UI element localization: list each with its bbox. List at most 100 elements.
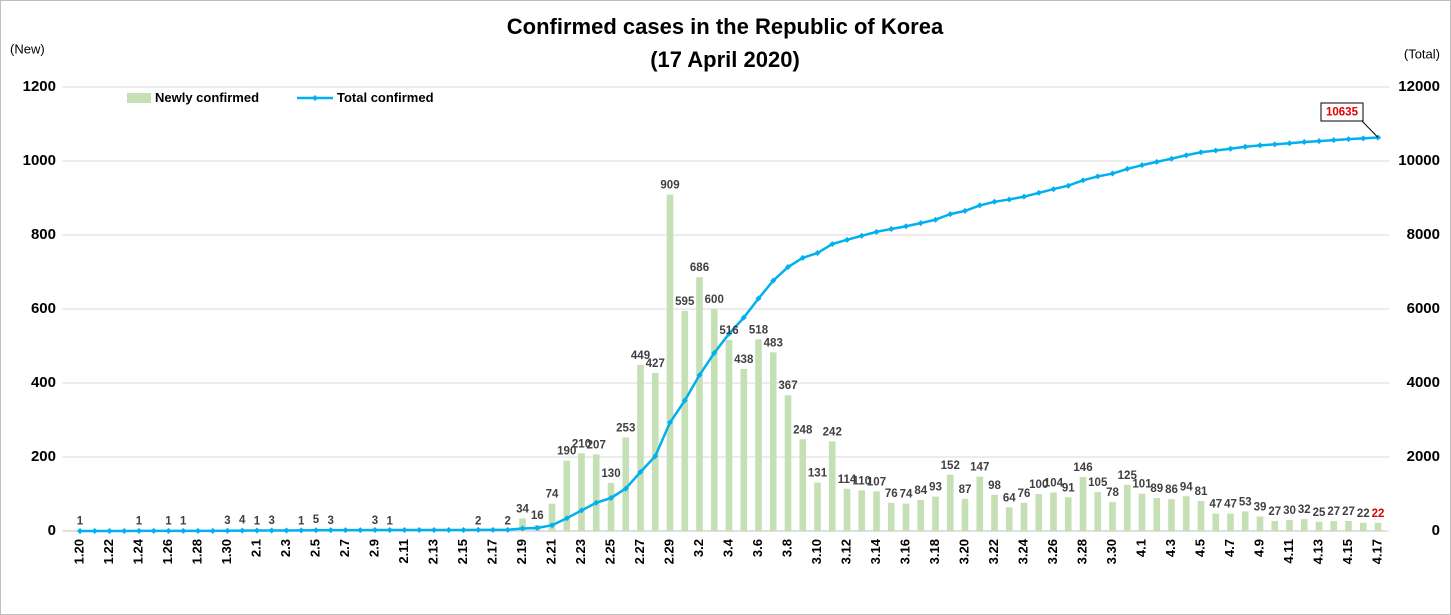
- bar-value-label: 76: [1018, 488, 1031, 500]
- total-marker: [534, 524, 541, 531]
- x-tick-label: 3.8: [779, 539, 794, 557]
- total-marker: [1345, 136, 1352, 143]
- bar-value-label: 47: [1209, 499, 1222, 511]
- bar-value-label: 483: [764, 337, 783, 349]
- total-marker: [1035, 189, 1042, 196]
- total-marker: [357, 527, 364, 534]
- bar: [1168, 499, 1175, 531]
- bar-value-label: 81: [1195, 486, 1208, 498]
- y2-tick-label: 12000: [1398, 78, 1440, 95]
- bar-value-label: 518: [749, 324, 769, 336]
- bar: [1138, 493, 1146, 531]
- bar-value-label: 367: [778, 380, 797, 392]
- bar-value-label: 98: [988, 480, 1001, 492]
- bar-value-label: 27: [1342, 506, 1355, 518]
- bar-value-label: 2: [475, 515, 481, 527]
- total-marker: [136, 527, 142, 534]
- x-tick-label: 2.1: [248, 539, 263, 557]
- total-marker: [386, 526, 393, 533]
- bar: [607, 482, 615, 531]
- x-tick-label: 1.30: [219, 539, 234, 564]
- bar-value-label: 427: [646, 358, 665, 370]
- x-tick-label: 4.7: [1222, 539, 1237, 557]
- x-tick-label: 2.5: [307, 539, 322, 557]
- bar-value-label: 190: [557, 446, 576, 458]
- bar-value-label: 3: [224, 515, 230, 527]
- total-marker: [327, 527, 334, 534]
- bar-value-label: 64: [1003, 492, 1016, 504]
- y-tick-label: 600: [31, 300, 56, 317]
- total-marker: [298, 527, 305, 534]
- chart-title: Confirmed cases in the Republic of Korea: [507, 14, 944, 39]
- bar-value-label: 3: [328, 515, 334, 527]
- total-marker: [1271, 141, 1278, 148]
- bar-value-label: 449: [631, 350, 650, 362]
- x-tick-label: 3.30: [1104, 539, 1119, 564]
- bar-value-label: 146: [1073, 462, 1092, 474]
- x-tick-label: 1.26: [160, 539, 175, 564]
- bar-value-label: 207: [587, 439, 606, 451]
- x-tick-label: 3.18: [927, 539, 942, 564]
- bar: [740, 368, 748, 531]
- x-tick-label: 3.10: [809, 539, 824, 564]
- bar: [1182, 496, 1190, 531]
- bar: [548, 503, 556, 531]
- total-marker: [799, 254, 806, 261]
- total-marker: [770, 277, 777, 284]
- annotation-box: [1320, 102, 1364, 122]
- total-marker: [711, 349, 718, 356]
- total-marker: [1242, 143, 1249, 150]
- y-tick-label: 1000: [23, 152, 56, 169]
- bar: [622, 437, 630, 531]
- total-marker: [740, 314, 747, 321]
- x-tick-label: 3.26: [1045, 539, 1060, 564]
- x-tick-label: 2.29: [661, 539, 676, 564]
- x-tick-label: 2.11: [396, 539, 411, 564]
- bar: [902, 503, 910, 531]
- bar-value-label: 34: [516, 503, 529, 515]
- x-tick-label: 3.4: [720, 538, 735, 557]
- bar: [887, 502, 895, 531]
- bar: [858, 490, 866, 531]
- y-tick-label: 400: [31, 374, 56, 391]
- x-tick-label: 1.24: [130, 538, 145, 564]
- bar: [1345, 521, 1352, 531]
- bar-value-label: 30: [1283, 505, 1296, 517]
- x-tick-label: 3.20: [956, 539, 971, 564]
- bar: [666, 194, 674, 532]
- total-marker: [1050, 186, 1057, 193]
- bar: [1374, 522, 1382, 531]
- bar: [681, 310, 689, 531]
- bar: [519, 518, 526, 531]
- total-marker: [165, 527, 172, 534]
- bar-value-label: 253: [616, 422, 635, 434]
- chart-subtitle: (17 April 2020): [650, 47, 800, 72]
- x-tick-label: 2.17: [484, 539, 499, 564]
- x-tick-label: 1.20: [71, 539, 86, 564]
- bar: [814, 482, 821, 531]
- bar-value-label: 3: [269, 515, 275, 527]
- bar: [1330, 521, 1338, 531]
- bar-value-label: 595: [675, 296, 695, 308]
- bar-value-label: 1: [254, 516, 261, 528]
- bar-value-label: 147: [970, 462, 989, 474]
- x-tick-label: 1.28: [189, 539, 204, 564]
- bar-value-label: 4: [239, 515, 246, 527]
- total-marker: [1065, 182, 1072, 189]
- bar-value-label: 78: [1106, 487, 1119, 499]
- total-marker: [593, 499, 600, 506]
- bar: [991, 494, 998, 531]
- x-tick-label: 2.7: [337, 539, 352, 557]
- x-tick-label: 2.21: [543, 539, 558, 564]
- bar-value-label: 248: [793, 424, 813, 436]
- total-marker: [1153, 158, 1160, 165]
- bar: [1035, 494, 1043, 531]
- x-tick-label: 4.17: [1369, 539, 1384, 564]
- x-tick-label: 1.22: [101, 539, 116, 564]
- bar: [976, 476, 984, 531]
- bar-value-label: 89: [1150, 483, 1163, 495]
- total-marker: [726, 330, 732, 337]
- bar: [828, 441, 836, 531]
- y2-tick-label: 10000: [1398, 152, 1440, 169]
